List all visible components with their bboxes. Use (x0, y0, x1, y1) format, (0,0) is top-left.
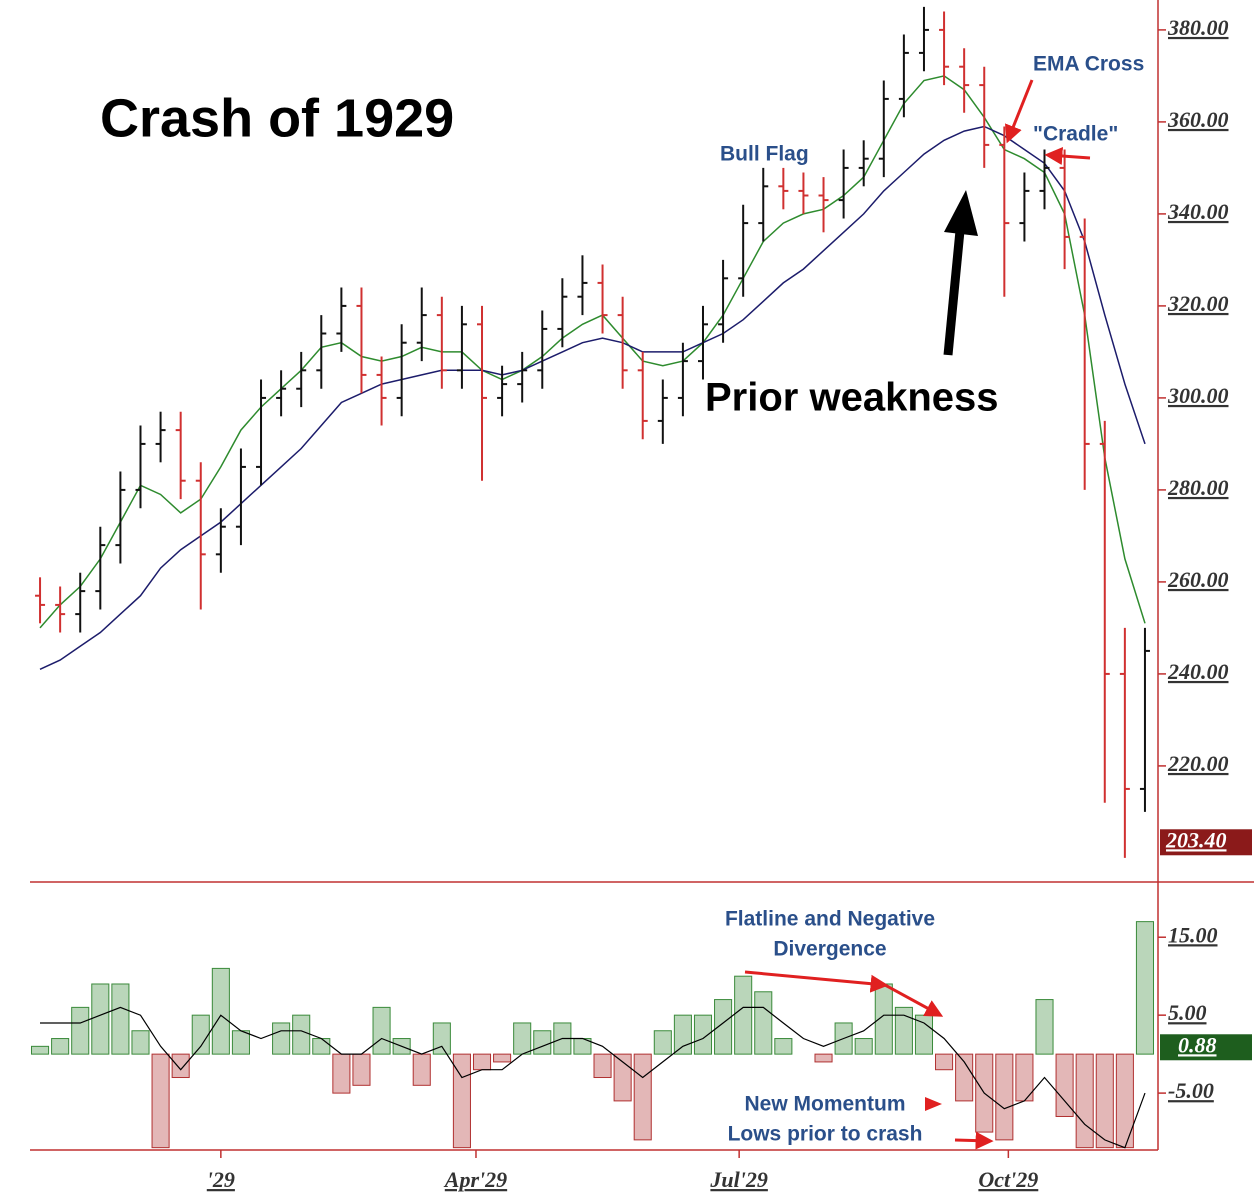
x-tick-label: Apr'29 (443, 1167, 507, 1192)
momentum-bar (312, 1038, 331, 1055)
y-tick-label: 260.00 (1167, 567, 1229, 592)
momentum-bar (955, 1053, 974, 1102)
y-tick-label: 220.00 (1167, 751, 1229, 776)
arrow (1004, 79, 1034, 144)
momentum-bar (191, 1014, 210, 1055)
momentum-bar (332, 1053, 351, 1094)
momentum-bar (935, 1053, 954, 1071)
annotation: EMA Cross (1033, 53, 1144, 76)
momentum-bar (714, 999, 733, 1055)
momentum-bar (995, 1053, 1014, 1141)
x-tick-label: Oct'29 (978, 1167, 1038, 1192)
last-value-label: 0.88 (1178, 1032, 1217, 1057)
momentum-bar (472, 1053, 492, 1071)
momentum-bar (814, 1053, 833, 1063)
annotation: "Cradle" (1033, 123, 1118, 146)
last-price-label: 203.40 (1165, 827, 1227, 852)
momentum-bar (734, 975, 753, 1055)
momentum-bar (493, 1053, 512, 1063)
momentum-bar (131, 1030, 150, 1055)
momentum-bar (71, 1006, 90, 1055)
momentum-bar (31, 1045, 50, 1055)
momentum-bar (894, 1006, 913, 1055)
momentum-bar (272, 1022, 291, 1055)
moving-average (39, 75, 1146, 629)
arrow-head (925, 1097, 942, 1111)
momentum-bar (513, 1022, 532, 1055)
moving-average (39, 125, 1146, 670)
momentum-bar (673, 1014, 692, 1055)
momentum-bar (432, 1022, 451, 1055)
momentum-bar (774, 1038, 793, 1055)
momentum-bar (633, 1053, 652, 1141)
x-tick-label: '29 (207, 1167, 235, 1192)
momentum-bar (211, 967, 230, 1055)
y-tick-label: 320.00 (1167, 291, 1229, 316)
arrow-head (944, 190, 978, 236)
annotation: Divergence (773, 938, 886, 961)
annotation: Flatline and Negative (725, 908, 935, 931)
momentum-bar (51, 1038, 70, 1055)
momentum-bar (91, 983, 110, 1055)
momentum-bar (693, 1014, 713, 1055)
momentum-bar (533, 1030, 552, 1055)
momentum-bar (452, 1053, 471, 1149)
x-tick-label: Jul'29 (709, 1167, 767, 1192)
momentum-bar (352, 1053, 371, 1086)
momentum-bar (1095, 1053, 1114, 1149)
arrow (884, 983, 944, 1017)
y-tick-label: 340.00 (1167, 199, 1229, 224)
y-tick-label: 5.00 (1168, 1000, 1207, 1025)
y-tick-label: 15.00 (1168, 922, 1218, 947)
momentum-bar (292, 1014, 311, 1055)
last-value-tag (1160, 1034, 1252, 1061)
arrow (744, 970, 889, 993)
momentum-bar (372, 1006, 391, 1055)
momentum-bar (854, 1038, 873, 1055)
momentum-bar (151, 1053, 170, 1149)
last-price-tag (1160, 829, 1252, 856)
momentum-bar (1055, 1053, 1074, 1117)
momentum-bar (1035, 999, 1054, 1055)
arrow (1044, 147, 1091, 166)
momentum-bar (1115, 1053, 1134, 1149)
annotation: Lows prior to crash (728, 1123, 923, 1146)
momentum-bar (593, 1053, 612, 1079)
y-tick-label: 360.00 (1167, 107, 1229, 132)
signal-line (40, 1006, 1146, 1149)
momentum-bar (111, 983, 130, 1055)
momentum-bar (412, 1053, 431, 1086)
y-tick-label: 300.00 (1167, 383, 1229, 408)
annotation: New Momentum (744, 1093, 905, 1116)
arrow (954, 1131, 994, 1150)
chart-title: Crash of 1929 (100, 88, 454, 148)
momentum-bar (754, 991, 773, 1055)
y-tick-label: 240.00 (1167, 659, 1229, 684)
y-tick-label: 280.00 (1167, 475, 1229, 500)
arrow (943, 209, 967, 356)
momentum-bar (1135, 921, 1154, 1055)
momentum-bar (171, 1053, 190, 1079)
y-tick-label: 380.00 (1167, 15, 1229, 40)
momentum-bar (874, 983, 893, 1055)
plot: 203.40 220.00 240.00 260.00 280.00 300.00 320.… (31, 6, 1252, 1192)
momentum-bar (1075, 1053, 1094, 1149)
annotation: Bull Flag (720, 143, 809, 166)
momentum-bar (613, 1053, 632, 1102)
momentum-bar (653, 1030, 672, 1055)
annotation: Prior weakness (705, 376, 999, 420)
momentum-bar (231, 1030, 250, 1055)
y-tick-label: -5.00 (1168, 1078, 1214, 1103)
